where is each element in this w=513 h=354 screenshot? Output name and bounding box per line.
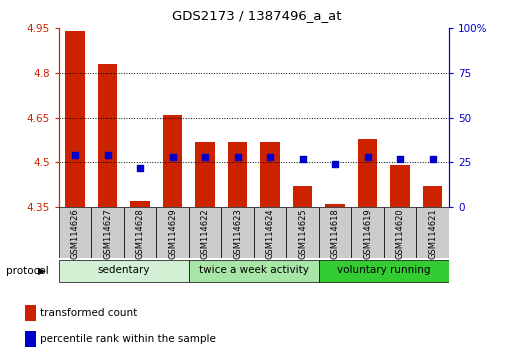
Text: GSM114627: GSM114627: [103, 209, 112, 259]
Point: [201, 154, 209, 160]
Bar: [423, 186, 442, 207]
Bar: [66, 31, 85, 207]
Text: percentile rank within the sample: percentile rank within the sample: [41, 334, 216, 344]
Text: GSM114623: GSM114623: [233, 209, 242, 259]
Text: protocol: protocol: [6, 266, 49, 276]
Point: [104, 153, 112, 158]
Bar: [195, 142, 215, 207]
Text: voluntary running: voluntary running: [337, 265, 430, 275]
Bar: [228, 142, 247, 207]
Bar: [189, 207, 222, 258]
Text: GSM114628: GSM114628: [136, 209, 145, 259]
Point: [396, 156, 404, 162]
Bar: [319, 207, 351, 258]
Point: [364, 154, 372, 160]
Point: [428, 156, 437, 162]
Text: ▶: ▶: [38, 266, 46, 276]
Bar: [91, 207, 124, 258]
Bar: [130, 201, 150, 207]
Bar: [25, 305, 35, 321]
Point: [169, 154, 177, 160]
Bar: [390, 165, 410, 207]
Point: [331, 161, 339, 167]
Text: transformed count: transformed count: [41, 308, 137, 318]
Bar: [351, 207, 384, 258]
Point: [266, 154, 274, 160]
Bar: [222, 207, 254, 258]
Text: GSM114626: GSM114626: [71, 209, 80, 259]
Text: GSM114620: GSM114620: [396, 209, 405, 259]
Bar: [25, 331, 35, 347]
Text: GSM114624: GSM114624: [266, 209, 274, 259]
Text: GDS2173 / 1387496_a_at: GDS2173 / 1387496_a_at: [172, 9, 341, 22]
Bar: [163, 115, 183, 207]
Bar: [189, 260, 319, 282]
Text: GSM114618: GSM114618: [331, 209, 340, 259]
Bar: [124, 207, 156, 258]
Bar: [59, 260, 189, 282]
Bar: [59, 207, 91, 258]
Bar: [417, 207, 449, 258]
Text: GSM114622: GSM114622: [201, 209, 210, 259]
Point: [299, 156, 307, 162]
Bar: [254, 207, 286, 258]
Point: [71, 153, 80, 158]
Point: [233, 154, 242, 160]
Bar: [286, 207, 319, 258]
Text: sedentary: sedentary: [97, 265, 150, 275]
Bar: [261, 142, 280, 207]
Bar: [319, 260, 449, 282]
Text: twice a week activity: twice a week activity: [199, 265, 309, 275]
Text: GSM114619: GSM114619: [363, 209, 372, 259]
Bar: [293, 186, 312, 207]
Bar: [325, 204, 345, 207]
Bar: [156, 207, 189, 258]
Point: [136, 165, 144, 171]
Text: GSM114625: GSM114625: [298, 209, 307, 259]
Bar: [98, 64, 117, 207]
Bar: [358, 138, 378, 207]
Text: GSM114629: GSM114629: [168, 209, 177, 259]
Bar: [384, 207, 417, 258]
Text: GSM114621: GSM114621: [428, 209, 437, 259]
